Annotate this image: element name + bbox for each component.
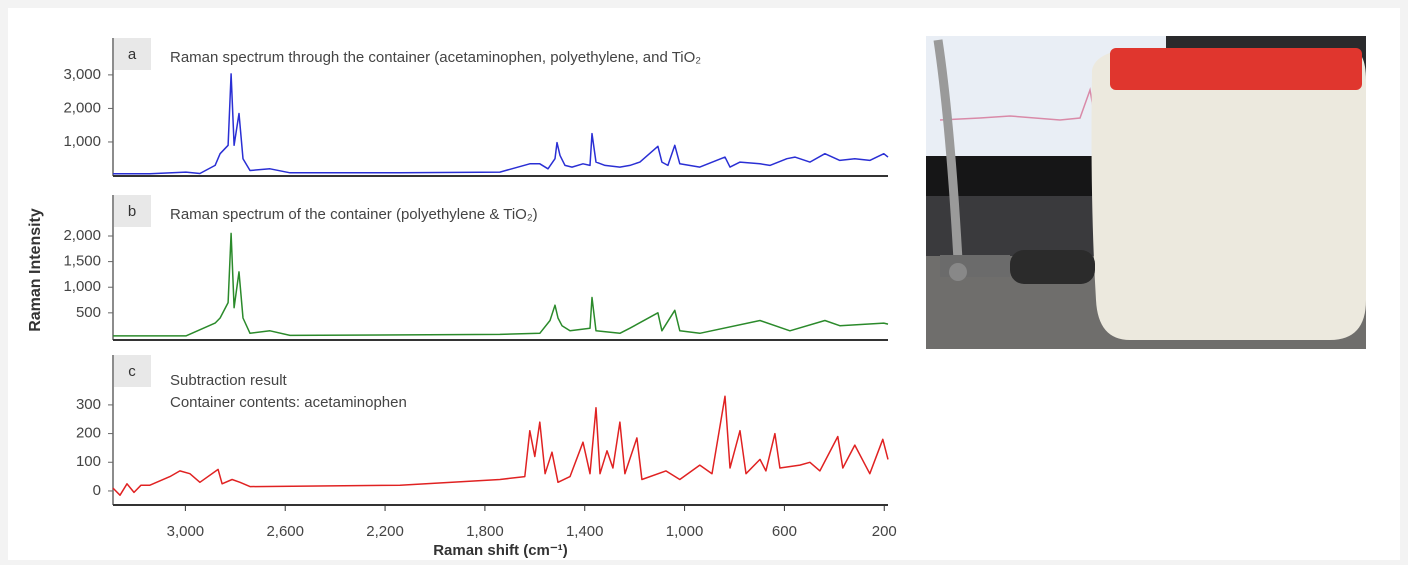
y-tick-label: 2,000: [63, 227, 101, 244]
panel-title: Raman spectrum of the container (polyeth…: [170, 206, 538, 223]
y-tick-label: 2,000: [63, 99, 101, 116]
y-tick-label: 200: [76, 425, 101, 442]
y-tick-label: 1,500: [63, 253, 101, 270]
y-tick-label: 1,000: [63, 278, 101, 295]
y-axis-title: Raman Intensity: [27, 208, 44, 332]
panel-label-box: [114, 38, 151, 70]
x-tick-label: 2,200: [366, 523, 404, 540]
y-tick-label: 3,000: [63, 66, 101, 83]
x-tick-label: 2,600: [266, 523, 304, 540]
x-tick-label: 3,000: [167, 523, 205, 540]
x-tick-label: 600: [772, 523, 797, 540]
y-tick-label: 1,000: [63, 133, 101, 150]
panel-label: b: [128, 203, 136, 220]
spectrum-line: [113, 232, 889, 337]
x-tick-label: 1,800: [466, 523, 504, 540]
x-axis-title: Raman shift (cm⁻¹): [433, 542, 568, 559]
y-tick-label: 0: [93, 482, 101, 499]
panel-title: Raman spectrum through the container (ac…: [170, 49, 701, 66]
x-tick-label: 200: [872, 523, 897, 540]
panel-title: Subtraction result: [170, 372, 288, 389]
x-tick-label: 1,000: [666, 523, 704, 540]
panel-label-box: [114, 355, 151, 387]
y-tick-label: 500: [76, 304, 101, 321]
y-tick-label: 100: [76, 453, 101, 470]
panel-subtitle: Container contents: acetaminophen: [170, 394, 407, 411]
photo: [926, 36, 1366, 349]
panel-label: a: [128, 46, 137, 63]
y-tick-label: 300: [76, 396, 101, 413]
spectrum-line: [113, 73, 889, 175]
panel-label: c: [128, 363, 136, 380]
x-tick-label: 1,400: [566, 523, 604, 540]
spectrum-line: [112, 395, 889, 496]
panel-label-box: [114, 195, 151, 227]
